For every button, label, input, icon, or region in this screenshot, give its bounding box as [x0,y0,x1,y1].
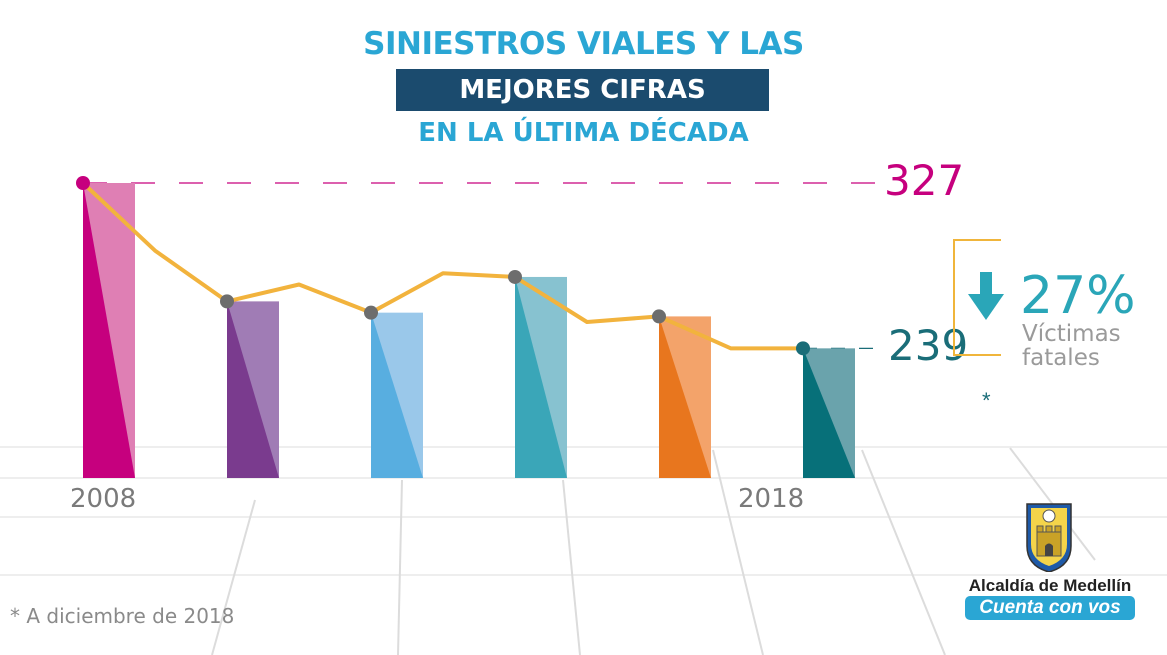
reduction-percent: 27% [1020,266,1136,326]
point-2016 [652,309,666,324]
x-tick-label-2018: 2018 [738,484,805,514]
point-2012 [364,305,378,320]
reduction-label-line-1: Víctimas [1022,321,1121,347]
point-2010 [220,294,234,309]
title-line-2: MEJORES CIFRAS [459,75,706,105]
trend-line [81,181,803,351]
coat-of-arms-icon [1026,503,1072,572]
bar-dark-2012 [371,312,423,478]
point-2014 [508,269,522,284]
title-line-1: SINIESTROS VIALES Y LAS [363,26,804,62]
perspective-line-0 [211,499,256,655]
bar-2014 [515,276,567,478]
logo-tagline: Cuenta con vos [965,596,1135,620]
point-2008 [76,176,90,190]
reduction-label-line-2: fatales [1022,345,1100,371]
perspective-line-1 [397,479,403,655]
bar-2010 [227,301,279,478]
perspective-line-4 [861,449,946,655]
title-highlight-box [396,69,769,111]
points [76,176,810,356]
bar-2012 [371,312,423,478]
reference-lines [83,182,875,349]
bar-dark-2010 [227,301,279,478]
bar-2008 [83,183,135,478]
bar-dark-2016 [659,316,711,478]
footnote: * A diciembre de 2018 [10,604,235,628]
perspective-line-2 [562,479,581,655]
x-tick-label-2008: 2008 [70,484,137,514]
perspective-line-3 [712,449,764,655]
title-line-3: EN LA ÚLTIMA DÉCADA [418,118,749,148]
reduction-bracket [953,239,1001,356]
end-value-asterisk: * [982,388,991,413]
logo-name: Alcaldía de Medellín [968,576,1132,595]
background-perspective-lines [0,446,1167,655]
point-2018 [796,341,810,356]
bar-dark-2018 [803,348,855,478]
bars [83,183,855,478]
alcaldia-logo: Alcaldía de Medellín Cuenta con vos [960,498,1140,623]
bar-dark-2008 [83,183,135,478]
down-arrow-icon [968,272,1004,320]
bar-2018 [803,348,855,478]
bar-2016 [659,316,711,478]
bar-dark-2014 [515,276,567,478]
start-value-label: 327 [884,156,965,205]
